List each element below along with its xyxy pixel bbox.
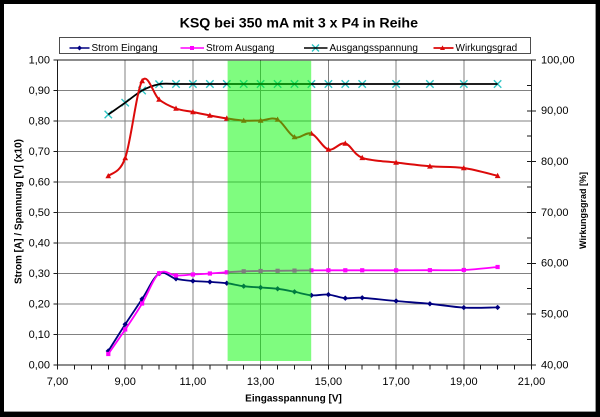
svg-text:0,50: 0,50	[29, 207, 50, 219]
svg-text:Strom [A] / Spannung [V] (x10): Strom [A] / Spannung [V] (x10)	[14, 139, 25, 284]
svg-text:13,00: 13,00	[247, 376, 275, 388]
svg-text:9,00: 9,00	[114, 376, 135, 388]
svg-text:21,00: 21,00	[518, 376, 546, 388]
svg-text:80,00: 80,00	[541, 156, 569, 168]
svg-text:Ausgangsspannung: Ausgangsspannung	[330, 43, 418, 54]
svg-text:70,00: 70,00	[541, 207, 569, 219]
svg-text:Eingasspannung [V]: Eingasspannung [V]	[245, 394, 342, 405]
svg-text:100,00: 100,00	[541, 54, 575, 66]
svg-text:Wirkungsgrad: Wirkungsgrad	[456, 43, 518, 54]
svg-text:90,00: 90,00	[541, 105, 569, 117]
svg-text:0,80: 0,80	[29, 115, 50, 127]
svg-text:0,10: 0,10	[29, 329, 50, 341]
svg-text:19,00: 19,00	[450, 376, 478, 388]
svg-text:0,30: 0,30	[29, 268, 50, 280]
svg-text:7,00: 7,00	[47, 376, 68, 388]
svg-text:0,00: 0,00	[29, 359, 50, 371]
svg-text:0,90: 0,90	[29, 85, 50, 97]
svg-text:0,60: 0,60	[29, 176, 50, 188]
svg-text:0,40: 0,40	[29, 237, 50, 249]
svg-text:0,70: 0,70	[29, 146, 50, 158]
svg-text:50,00: 50,00	[541, 309, 569, 321]
svg-text:Wirkungsgrad [%]: Wirkungsgrad [%]	[578, 172, 588, 249]
svg-text:Strom Eingang: Strom Eingang	[92, 43, 158, 54]
svg-text:1,00: 1,00	[29, 54, 50, 66]
svg-text:17,00: 17,00	[382, 376, 410, 388]
svg-text:0,20: 0,20	[29, 298, 50, 310]
svg-text:Strom Ausgang: Strom Ausgang	[206, 43, 274, 54]
svg-text:KSQ bei 350 mA mit 3 x P4 in R: KSQ bei 350 mA mit 3 x P4 in Reihe	[180, 16, 418, 32]
svg-text:15,00: 15,00	[315, 376, 343, 388]
svg-text:40,00: 40,00	[541, 359, 569, 371]
svg-text:11,00: 11,00	[180, 376, 207, 388]
svg-text:60,00: 60,00	[541, 258, 569, 270]
